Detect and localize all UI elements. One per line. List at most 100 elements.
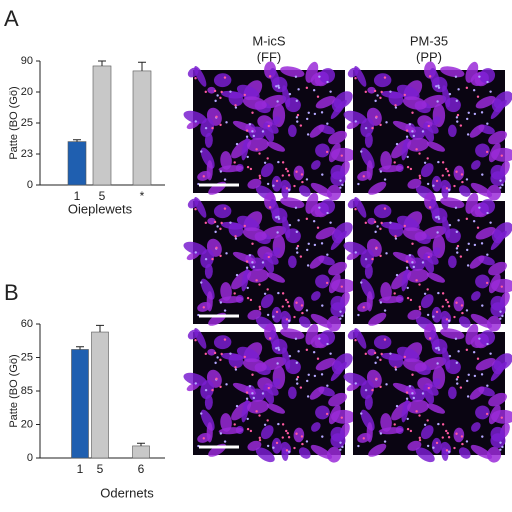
error-bar	[137, 442, 145, 446]
puncta	[426, 313, 430, 317]
puncta	[286, 432, 290, 435]
puncta	[305, 348, 309, 352]
puncta	[287, 450, 291, 453]
puncta	[326, 253, 329, 256]
cell	[488, 261, 507, 276]
cell	[488, 142, 501, 163]
puncta	[447, 450, 451, 453]
cell	[479, 199, 496, 215]
puncta	[281, 423, 285, 426]
puncta	[437, 160, 440, 164]
cell	[440, 197, 465, 209]
puncta	[219, 358, 222, 362]
puncta	[478, 337, 481, 340]
cell	[378, 165, 404, 173]
puncta	[364, 126, 368, 130]
puncta	[326, 384, 329, 387]
puncta	[441, 436, 444, 439]
cell	[368, 312, 387, 326]
puncta	[340, 416, 343, 419]
puncta	[459, 124, 463, 127]
puncta	[234, 368, 238, 371]
cell	[458, 316, 471, 328]
puncta	[411, 392, 414, 395]
cell	[288, 386, 297, 400]
cell	[475, 274, 490, 289]
puncta	[499, 441, 502, 444]
puncta	[476, 226, 480, 229]
puncta	[406, 165, 410, 169]
puncta	[306, 117, 309, 121]
puncta	[340, 154, 343, 157]
puncta	[197, 444, 200, 448]
puncta	[245, 135, 249, 138]
puncta	[379, 227, 382, 231]
cell	[247, 268, 269, 283]
puncta	[446, 170, 450, 173]
puncta	[288, 354, 292, 358]
puncta	[486, 211, 489, 215]
puncta	[266, 182, 270, 186]
cell	[488, 404, 501, 425]
puncta	[233, 292, 236, 295]
cell	[330, 433, 346, 448]
puncta	[436, 362, 439, 365]
puncta	[321, 435, 324, 438]
puncta	[313, 374, 317, 378]
puncta	[325, 281, 329, 285]
puncta	[277, 217, 281, 220]
cell	[282, 85, 291, 108]
puncta	[467, 111, 470, 115]
cell	[221, 352, 244, 361]
puncta	[445, 167, 448, 171]
x-tick-label: 5	[97, 462, 104, 476]
puncta	[411, 111, 414, 114]
cell	[213, 335, 232, 350]
cell	[298, 316, 311, 328]
bar	[132, 70, 152, 186]
puncta	[473, 243, 477, 247]
puncta	[456, 382, 459, 385]
cell	[407, 137, 429, 152]
cell	[288, 124, 297, 138]
cell	[475, 358, 496, 371]
cell	[343, 110, 367, 124]
puncta	[455, 361, 459, 365]
puncta	[405, 135, 409, 138]
x-tick-label: 1	[77, 462, 84, 476]
puncta	[295, 361, 299, 365]
puncta	[455, 99, 459, 103]
cell	[426, 403, 446, 414]
puncta	[275, 216, 278, 219]
puncta	[318, 206, 321, 209]
puncta	[436, 100, 439, 103]
cell	[423, 122, 435, 143]
cell	[221, 90, 244, 99]
puncta	[445, 429, 448, 433]
cell	[407, 178, 422, 189]
puncta	[285, 167, 288, 171]
puncta	[340, 285, 343, 288]
puncta	[379, 123, 382, 127]
puncta	[194, 77, 197, 80]
puncta	[428, 75, 432, 78]
puncta	[371, 257, 374, 261]
puncta	[277, 291, 280, 295]
puncta	[406, 427, 410, 431]
puncta	[286, 301, 290, 304]
puncta	[211, 257, 214, 261]
puncta	[427, 124, 431, 128]
puncta	[229, 352, 232, 355]
x-tick-label: 6	[138, 462, 145, 476]
puncta	[288, 92, 292, 96]
puncta	[394, 235, 397, 238]
puncta	[364, 257, 368, 261]
puncta	[318, 75, 321, 78]
puncta	[293, 184, 296, 188]
cell	[293, 427, 305, 443]
cell	[333, 91, 353, 109]
cell	[280, 66, 305, 78]
puncta	[362, 306, 365, 309]
puncta	[453, 446, 456, 450]
puncta	[219, 123, 222, 127]
